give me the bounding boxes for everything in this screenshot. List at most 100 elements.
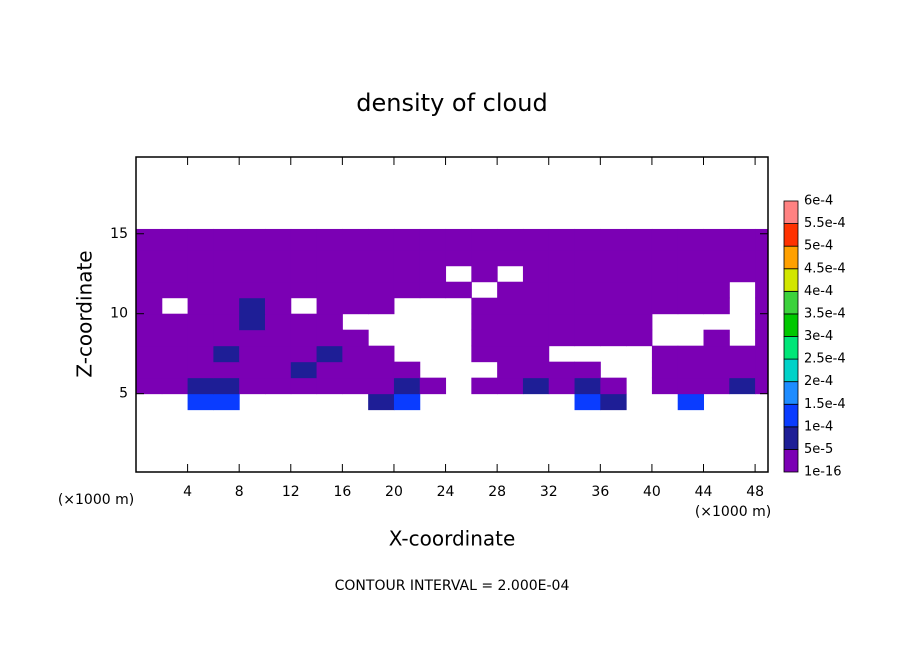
contour-cell xyxy=(704,314,730,330)
contour-cell xyxy=(755,377,769,395)
contour-cell xyxy=(264,361,292,379)
contour-cell xyxy=(419,233,447,251)
contour-cell xyxy=(600,377,627,395)
contour-cell xyxy=(729,394,755,410)
contour-cell xyxy=(677,345,705,363)
contour-cell xyxy=(393,361,421,379)
contour-cell xyxy=(213,297,240,315)
contour-cell xyxy=(187,377,214,395)
contour-cell xyxy=(600,297,627,315)
contour-cell xyxy=(187,297,214,315)
contour-cell xyxy=(187,329,214,347)
contour-cell xyxy=(574,329,601,347)
contour-cell xyxy=(342,329,369,347)
contour-cell xyxy=(548,233,576,251)
contour-cell xyxy=(497,345,524,363)
contour-cell xyxy=(677,393,705,411)
contour-cell xyxy=(187,265,214,283)
contour-cell xyxy=(703,345,730,363)
contour-cell xyxy=(755,329,769,347)
colorbar-label: 3e-4 xyxy=(804,329,833,344)
contour-cell xyxy=(368,249,395,267)
contour-cell xyxy=(342,394,368,410)
contour-cell xyxy=(729,282,755,298)
x-tick-label: 16 xyxy=(333,484,351,500)
contour-cell xyxy=(239,265,266,283)
colorbar-label: 4e-4 xyxy=(804,284,833,299)
contour-cell xyxy=(522,377,550,395)
contour-cell xyxy=(497,281,524,299)
contour-cell xyxy=(368,265,395,283)
contour-cell xyxy=(393,393,421,411)
contour-cell xyxy=(703,377,730,395)
contour-cell xyxy=(574,228,601,235)
contour-cell xyxy=(317,394,343,410)
contour-cell xyxy=(446,298,472,314)
contour-cell xyxy=(497,233,524,251)
contour-cell xyxy=(187,361,214,379)
contour-cell xyxy=(239,313,266,331)
contour-cell xyxy=(393,265,421,283)
contour-cell xyxy=(523,394,549,410)
colorbar-box xyxy=(783,381,799,405)
contour-cell xyxy=(497,249,524,267)
contour-cell xyxy=(162,298,188,314)
colorbar-box xyxy=(783,245,799,270)
contour-cell xyxy=(264,265,292,283)
contour-cell xyxy=(264,329,292,347)
contour-cell xyxy=(419,249,447,267)
contour-cell xyxy=(651,228,679,235)
x-tick-label: 32 xyxy=(540,484,558,500)
colorbar-box xyxy=(783,223,799,247)
contour-cell xyxy=(497,313,524,331)
contour-cell xyxy=(419,265,447,283)
x-tick-label: 28 xyxy=(488,484,506,500)
contour-cell xyxy=(161,345,189,363)
contour-cell xyxy=(704,394,730,410)
contour-cell xyxy=(497,297,524,315)
contour-cell xyxy=(394,346,420,362)
contour-cell xyxy=(316,297,343,315)
contour-cell xyxy=(290,345,318,363)
contour-cell xyxy=(703,249,730,267)
contour-cell xyxy=(522,249,550,267)
contour-cell xyxy=(316,281,343,299)
contour-cell xyxy=(290,249,318,267)
contour-cell xyxy=(626,297,653,315)
contour-cell xyxy=(264,233,292,251)
contour-cell xyxy=(187,345,214,363)
contour-cell xyxy=(574,361,601,379)
contour-cell xyxy=(239,297,266,315)
contour-cell xyxy=(187,233,214,251)
contour-cell xyxy=(677,249,705,267)
contour-cell xyxy=(316,345,343,363)
contour-cell xyxy=(574,249,601,267)
contour-cell xyxy=(316,265,343,283)
contour-cell xyxy=(291,298,317,314)
contour-cell xyxy=(342,377,369,395)
contour-cell xyxy=(574,265,601,283)
contour-cell xyxy=(239,281,266,299)
contour-cell xyxy=(239,233,266,251)
contour-cell xyxy=(703,361,730,379)
colorbar-label: 5e-4 xyxy=(804,239,833,254)
contour-cell xyxy=(342,233,369,251)
contour-cell xyxy=(755,249,769,267)
contour-cell xyxy=(677,377,705,395)
contour-cell xyxy=(161,228,189,235)
colorbar-box xyxy=(783,200,799,224)
contour-cell xyxy=(290,313,318,331)
contour-cell xyxy=(651,281,679,299)
contour-cell xyxy=(136,329,163,347)
contour-cell xyxy=(548,313,576,331)
contour-cell xyxy=(161,361,189,379)
contour-cell xyxy=(600,346,626,362)
contour-cell xyxy=(729,233,756,251)
contour-cell xyxy=(239,249,266,267)
contour-cell xyxy=(368,377,395,395)
contour-cell xyxy=(600,281,627,299)
contour-cell xyxy=(368,361,395,379)
chart-title: density of cloud xyxy=(356,89,547,117)
contour-cell xyxy=(316,329,343,347)
